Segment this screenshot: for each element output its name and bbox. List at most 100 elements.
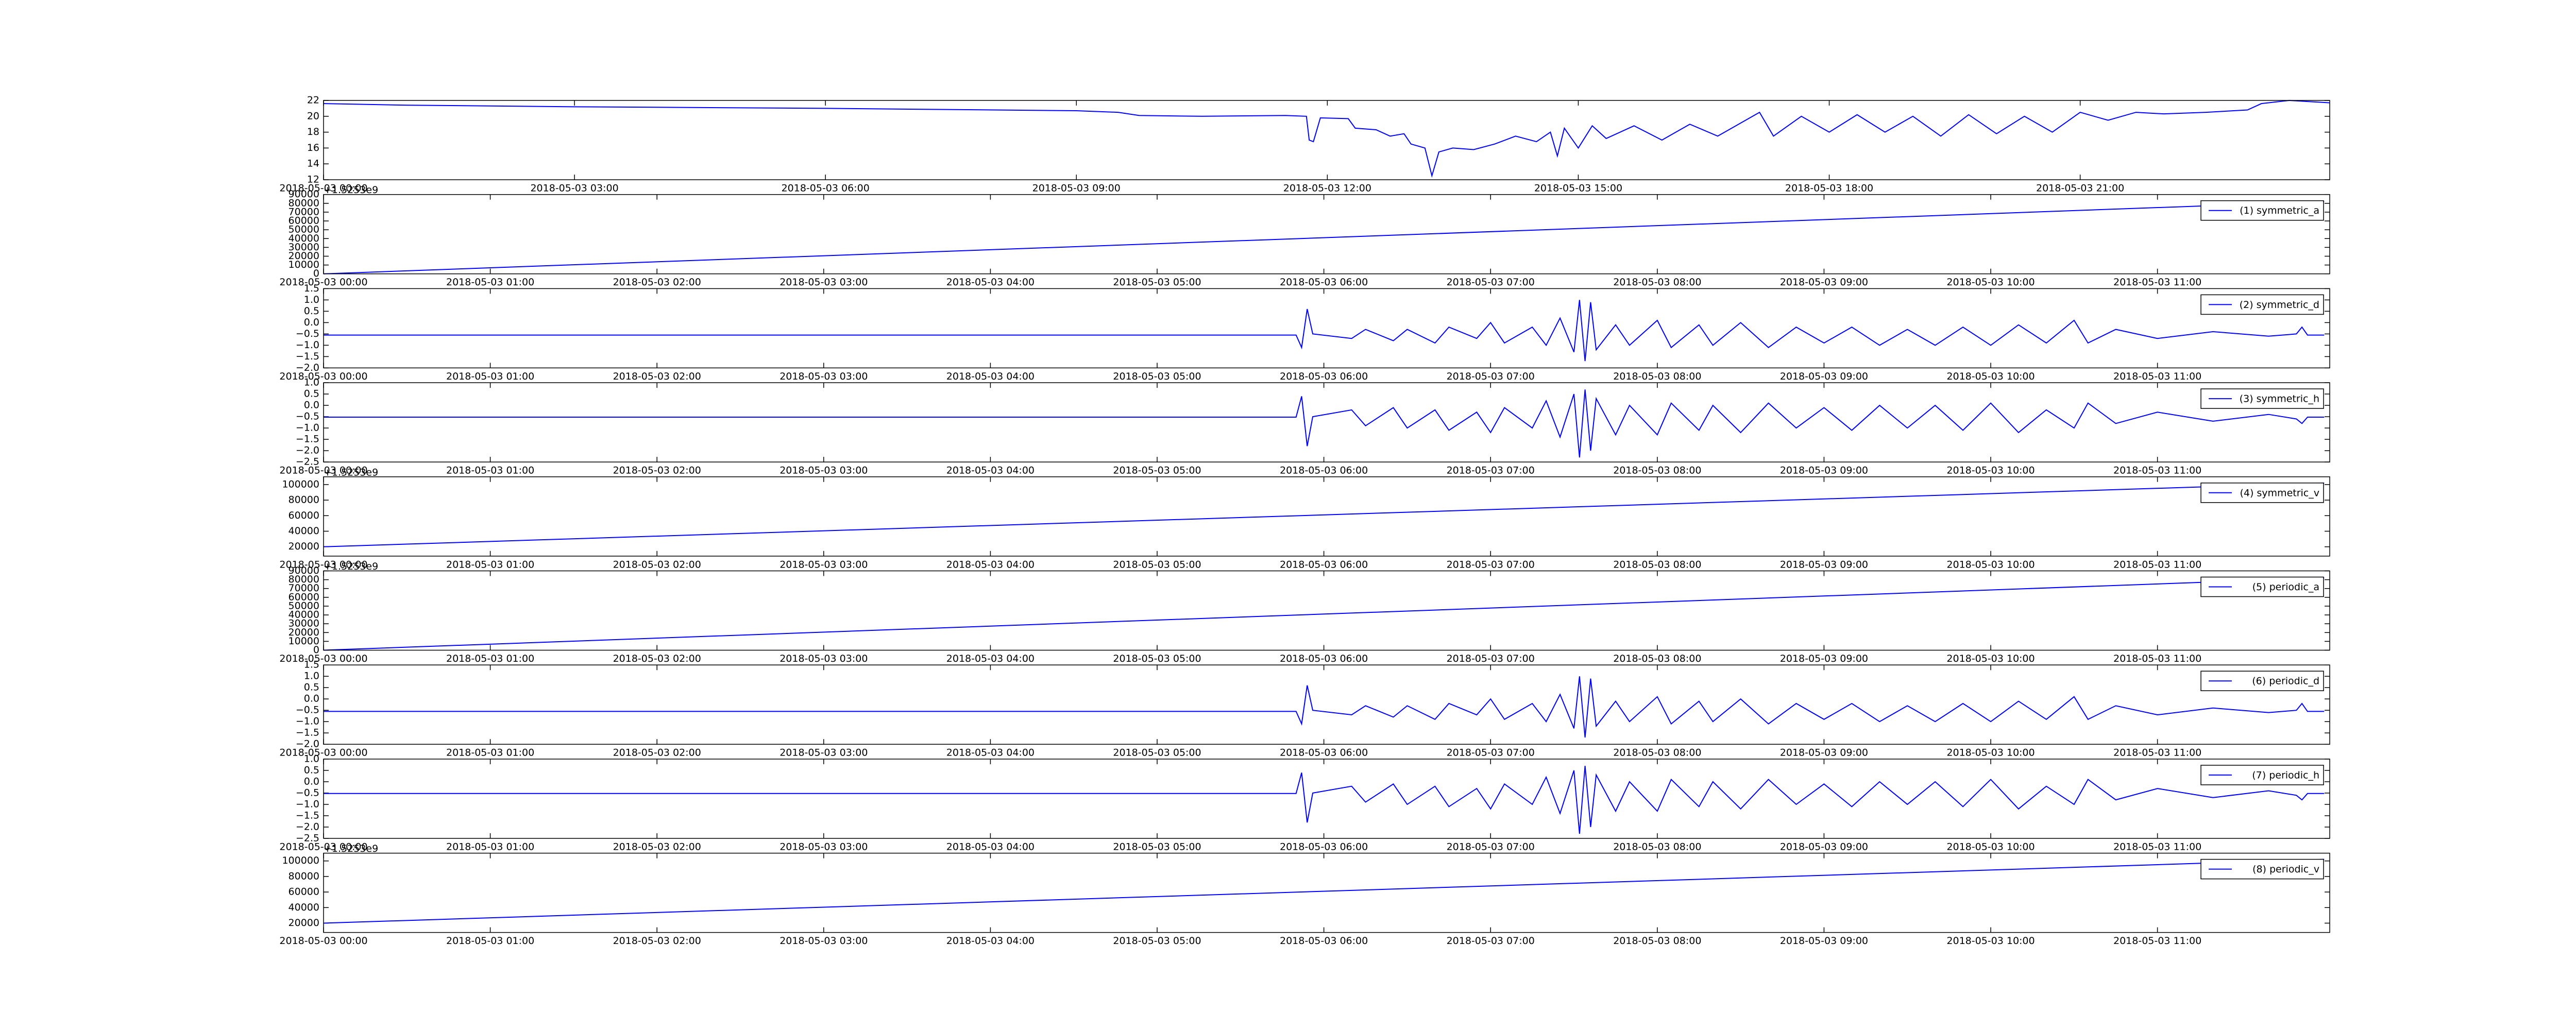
x-tick-label: 2018-05-03 01:00 — [446, 465, 534, 476]
axes-frame — [323, 382, 2330, 462]
y-tick-label: 70000 — [289, 206, 319, 217]
x-tick-label: 2018-05-03 06:00 — [1280, 277, 1368, 288]
x-tick-label: 2018-05-03 11:00 — [2113, 653, 2201, 664]
legend-label: (3) symmetric_h — [2240, 393, 2319, 405]
x-tick-label: 2018-05-03 01:00 — [446, 841, 534, 852]
axes-frame — [323, 194, 2330, 274]
x-tick-label: 2018-05-03 04:00 — [946, 371, 1035, 382]
y-tick-label: 1.0 — [304, 753, 319, 764]
x-tick-label: 2018-05-03 03:00 — [779, 841, 868, 852]
y-offset-text: +1.5253e9 — [324, 561, 378, 572]
x-tick-label: 2018-05-03 07:00 — [1447, 935, 1535, 947]
legend-label: (8) periodic_v — [2252, 864, 2319, 875]
y-tick-label: 20000 — [289, 541, 319, 552]
y-tick-label: 20000 — [289, 917, 319, 929]
x-tick-label: 2018-05-03 10:00 — [1946, 653, 2035, 664]
y-tick-label: 90000 — [289, 565, 319, 576]
y-tick-label: 1.5 — [304, 283, 319, 294]
y-tick-label: 0.0 — [304, 400, 319, 411]
x-tick-label: 2018-05-03 05:00 — [1113, 747, 1201, 759]
series-line — [323, 99, 2330, 178]
x-tick-label: 2018-05-03 06:00 — [1280, 747, 1368, 759]
x-tick-label: 2018-05-03 11:00 — [2113, 371, 2201, 382]
x-tick-label: 2018-05-03 04:00 — [946, 559, 1035, 570]
legend-label: (1) symmetric_a — [2240, 205, 2319, 216]
x-tick-label: 2018-05-03 08:00 — [1613, 747, 1701, 759]
x-tick-label: 2018-05-03 00:00 — [279, 841, 367, 852]
y-tick-label: 0 — [313, 268, 319, 279]
x-tick-label: 2018-05-03 07:00 — [1447, 747, 1535, 759]
x-tick-label: 2018-05-03 05:00 — [1113, 465, 1201, 476]
x-tick-label: 2018-05-03 05:00 — [1113, 277, 1201, 288]
y-tick-label: 0.0 — [304, 317, 319, 328]
x-tick-label: 2018-05-03 04:00 — [946, 653, 1035, 664]
y-tick-label: −2.0 — [296, 821, 319, 832]
y-tick-label: 60000 — [289, 215, 319, 227]
x-tick-label: 2018-05-03 05:00 — [1113, 653, 1201, 664]
y-tick-label: −2.0 — [296, 739, 319, 750]
x-tick-label: 2018-05-03 06:00 — [1280, 559, 1368, 570]
x-tick-label: 2018-05-03 07:00 — [1447, 559, 1535, 570]
x-tick-label: 2018-05-03 09:00 — [1780, 371, 1868, 382]
x-tick-label: 2018-05-03 00:00 — [279, 371, 367, 382]
y-tick-label: 70000 — [289, 582, 319, 594]
x-tick-label: 2018-05-03 00:00 — [279, 559, 367, 570]
y-tick-label: −1.0 — [296, 339, 319, 351]
x-tick-label: 2018-05-03 07:00 — [1447, 371, 1535, 382]
y-tick-label: 22 — [307, 95, 319, 106]
x-tick-label: 2018-05-03 08:00 — [1613, 841, 1701, 852]
x-tick-label: 2018-05-03 00:00 — [279, 465, 367, 476]
x-tick-label: 2018-05-03 10:00 — [1946, 371, 2035, 382]
x-tick-label: 2018-05-03 02:00 — [613, 747, 701, 759]
y-tick-label: 12 — [307, 174, 319, 185]
x-tick-label: 2018-05-03 04:00 — [946, 747, 1035, 759]
legend-label: (5) periodic_a — [2252, 581, 2319, 593]
axes-frame — [323, 759, 2330, 839]
x-tick-label: 2018-05-03 08:00 — [1613, 371, 1701, 382]
axes-frame — [323, 852, 2330, 933]
x-tick-label: 2018-05-03 08:00 — [1613, 559, 1701, 570]
y-tick-label: 0.5 — [304, 764, 319, 776]
x-tick-label: 2018-05-03 00:00 — [279, 935, 367, 947]
y-tick-label: 10000 — [289, 259, 319, 270]
y-tick-label: −1.5 — [296, 810, 319, 821]
y-tick-label: 100000 — [282, 478, 319, 490]
y-tick-label: 20000 — [289, 627, 319, 638]
axes-background — [324, 571, 2330, 650]
x-tick-label: 2018-05-03 10:00 — [1946, 465, 2035, 476]
x-tick-label: 2018-05-03 04:00 — [946, 465, 1035, 476]
y-tick-label: −0.5 — [296, 411, 319, 422]
y-tick-label: −1.0 — [296, 422, 319, 434]
x-tick-label: 2018-05-03 00:00 — [279, 277, 367, 288]
y-tick-label: 40000 — [289, 525, 319, 537]
x-tick-label: 2018-05-03 18:00 — [1785, 183, 1873, 194]
y-offset-text: +1.5253e9 — [324, 467, 378, 478]
y-tick-label: 1.0 — [304, 377, 319, 388]
x-tick-label: 2018-05-03 09:00 — [1780, 465, 1868, 476]
x-tick-label: 2018-05-03 09:00 — [1780, 841, 1868, 852]
x-tick-label: 2018-05-03 00:00 — [279, 183, 367, 194]
x-tick-label: 2018-05-03 05:00 — [1113, 371, 1201, 382]
x-tick-label: 2018-05-03 02:00 — [613, 465, 701, 476]
y-offset-text: +1.5253e9 — [324, 184, 378, 196]
legend-label: (6) periodic_d — [2252, 676, 2319, 687]
x-tick-label: 2018-05-03 01:00 — [446, 559, 534, 570]
x-tick-label: 2018-05-03 03:00 — [779, 653, 868, 664]
x-tick-label: 2018-05-03 02:00 — [613, 841, 701, 852]
x-tick-label: 2018-05-03 06:00 — [782, 183, 870, 194]
x-tick-label: 2018-05-03 03:00 — [779, 747, 868, 759]
x-tick-label: 2018-05-03 09:00 — [1032, 183, 1121, 194]
x-tick-label: 2018-05-03 07:00 — [1447, 277, 1535, 288]
y-tick-label: 16 — [307, 142, 319, 153]
x-tick-label: 2018-05-03 09:00 — [1780, 747, 1868, 759]
x-tick-label: 2018-05-03 02:00 — [613, 935, 701, 947]
x-tick-label: 2018-05-03 06:00 — [1280, 653, 1368, 664]
x-tick-label: 2018-05-03 10:00 — [1946, 935, 2035, 947]
axes-frame — [323, 100, 2330, 180]
y-tick-label: −2.5 — [296, 456, 319, 468]
y-tick-label: 100000 — [282, 855, 319, 866]
x-tick-label: 2018-05-03 08:00 — [1613, 935, 1701, 947]
y-tick-label: 0.0 — [304, 776, 319, 787]
